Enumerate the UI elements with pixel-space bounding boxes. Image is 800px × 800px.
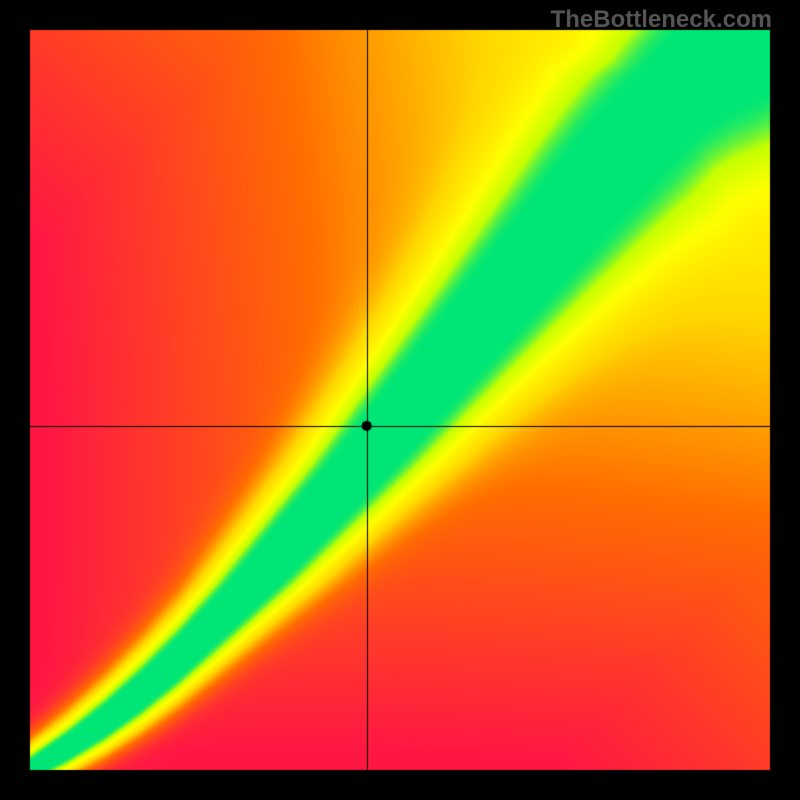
bottleneck-heatmap [0,0,800,800]
watermark-text: TheBottleneck.com [551,6,772,34]
